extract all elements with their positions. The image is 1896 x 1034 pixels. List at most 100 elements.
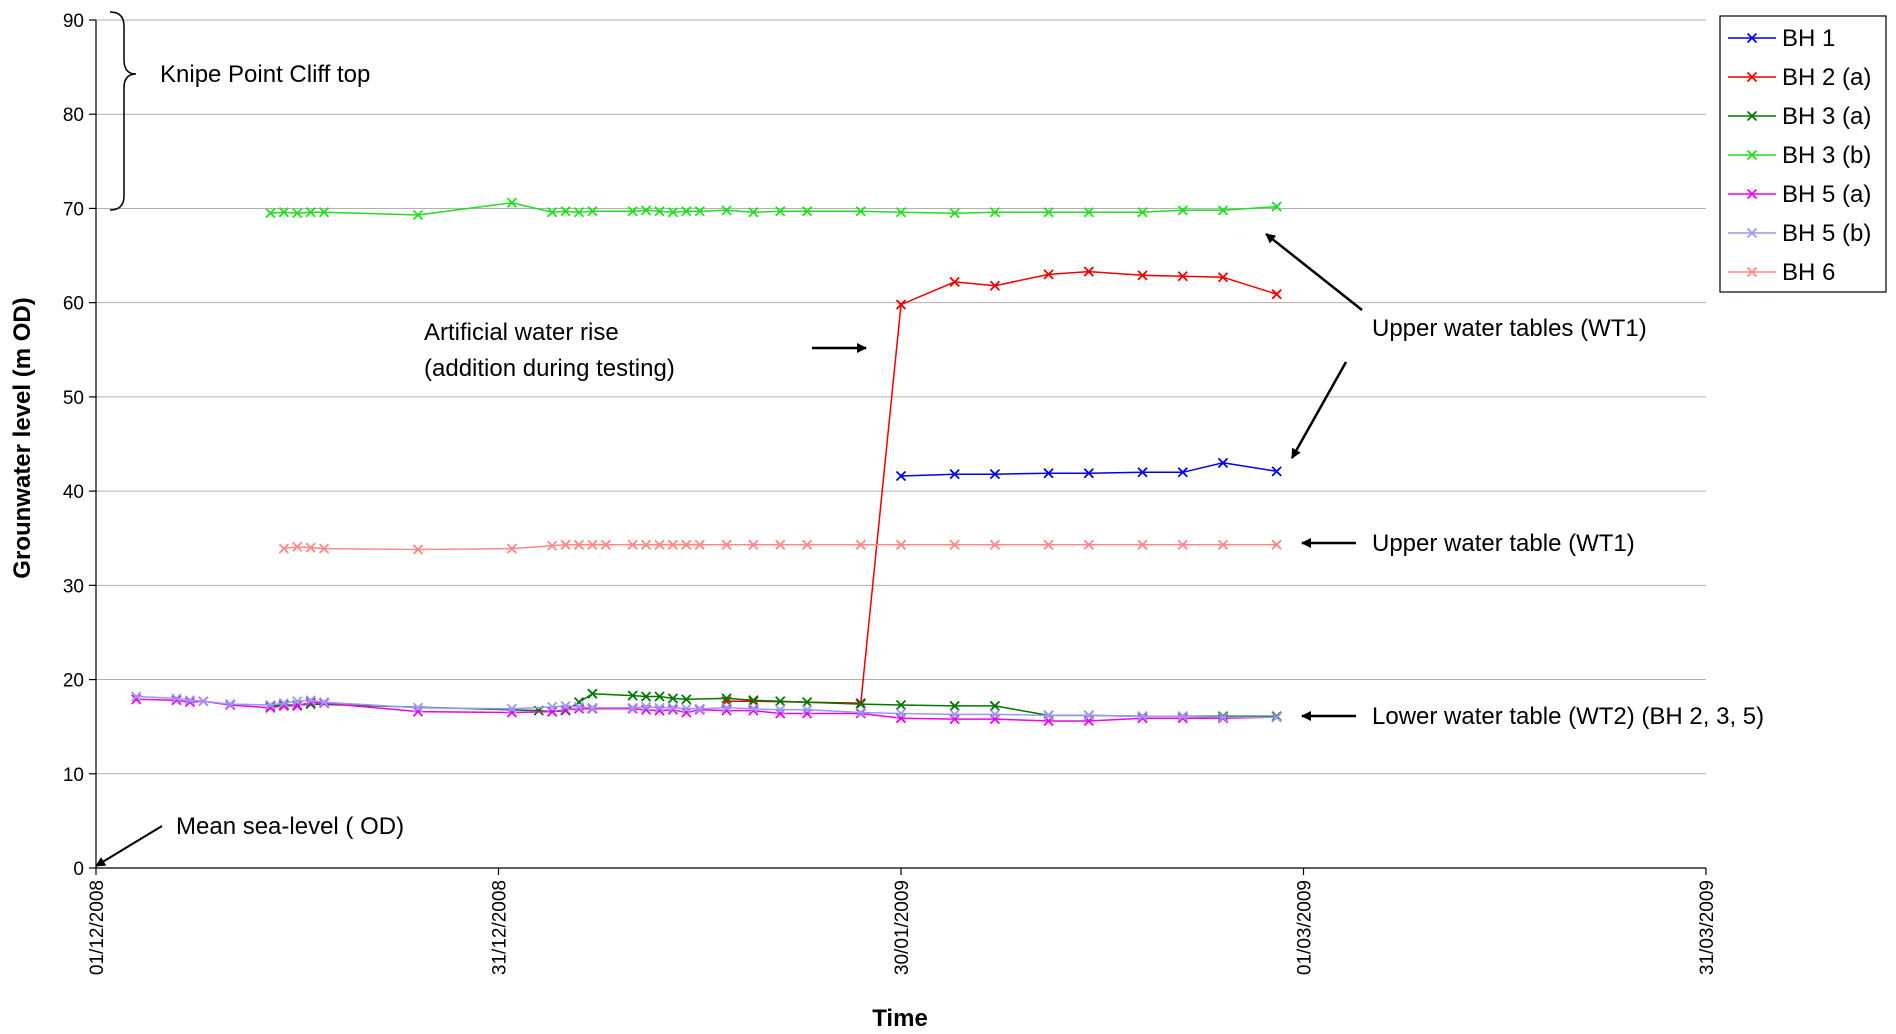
data-point-5-26 [855, 707, 866, 718]
data-point-0-3 [1043, 468, 1054, 479]
upper-tables-label: Upper water tables (WT1) [1372, 315, 1647, 342]
data-point-1-4 [949, 276, 960, 288]
data-point-3-15 [681, 206, 692, 217]
data-point-4-7 [292, 700, 303, 712]
data-point-5-16 [627, 702, 638, 713]
data-point-5-3 [198, 696, 209, 707]
data-point-2-17 [801, 697, 813, 708]
data-point-5-33 [1177, 711, 1188, 722]
data-point-5-4 [225, 698, 236, 710]
series-bh-1 [895, 457, 1282, 482]
data-point-6-16 [694, 539, 705, 550]
y-tick-label-5: 50 [63, 388, 84, 409]
upper-table-label: Upper water table (WT1) [1372, 530, 1635, 557]
legend-marker-4 [1746, 188, 1758, 200]
data-point-3-9 [573, 207, 585, 218]
data-point-1-8 [1137, 270, 1148, 281]
series-bh-3-b [265, 197, 1282, 221]
x-tick-label-3: 01/03/2009 [1295, 880, 1316, 975]
data-point-2-8 [587, 688, 598, 699]
data-point-3-2 [292, 208, 303, 219]
data-point-5-21 [694, 703, 705, 714]
data-point-5-31 [1083, 710, 1094, 721]
legend-marker-6 [1746, 266, 1758, 278]
x-tick-label-1: 31/12/2008 [490, 880, 511, 975]
upper-tables-arrow-2 [1290, 361, 1348, 459]
data-point-1-5 [989, 280, 1001, 291]
series-bh-5-b [131, 691, 1282, 723]
data-point-3-28 [1177, 205, 1188, 216]
data-point-0-5 [1137, 467, 1148, 478]
data-point-6-24 [989, 539, 1001, 550]
data-point-5-12 [547, 701, 558, 713]
y-tick-label-6: 60 [63, 294, 84, 315]
data-point-2-20 [949, 700, 960, 712]
data-point-6-9 [587, 539, 598, 550]
data-point-5-32 [1137, 711, 1148, 722]
data-point-4-24 [775, 708, 786, 719]
data-point-6-30 [1271, 539, 1282, 550]
data-point-3-0 [265, 208, 276, 219]
axes [89, 19, 1707, 875]
artificial-rise-label-line1: Artificial water rise [424, 319, 619, 346]
legend-label-2: BH 3 (a) [1782, 103, 1871, 130]
data-point-6-26 [1083, 539, 1094, 550]
y-tick-label-0: 0 [73, 859, 84, 880]
data-point-5-35 [1271, 712, 1282, 723]
legend-marker-3 [1746, 149, 1758, 161]
data-point-5-23 [748, 703, 759, 714]
legend: BH 1 BH 2 (a) BH 3 (a) BH 3 (b) BH 5 (a) BH 5… [1719, 15, 1887, 293]
series-line-5 [136, 695, 1277, 718]
data-point-1-7 [1083, 266, 1094, 277]
data-point-6-12 [640, 539, 652, 550]
data-point-3-3 [305, 207, 316, 218]
artificial-rise-label-line2: (addition during testing) [424, 355, 675, 382]
data-point-5-13 [560, 700, 571, 712]
data-point-3-27 [1137, 207, 1148, 218]
data-point-3-8 [560, 206, 571, 217]
legend-label-4: BH 5 (a) [1782, 181, 1871, 208]
y-axis-title: Grounwater level (m OD) [9, 297, 36, 578]
data-point-3-7 [547, 207, 558, 218]
y-tick-label-7: 70 [63, 199, 84, 220]
data-point-6-7 [560, 539, 571, 550]
data-point-6-15 [681, 539, 692, 550]
data-point-4-23 [748, 705, 759, 716]
upper-tables-arrow-1 [1265, 233, 1363, 311]
data-point-3-19 [775, 206, 786, 217]
data-point-5-7 [292, 696, 303, 707]
data-point-5-29 [989, 709, 1001, 720]
y-tick-label-4: 40 [63, 482, 84, 503]
data-point-5-28 [949, 709, 960, 720]
data-point-5-10 [412, 702, 424, 713]
sea-level-arrow [95, 825, 163, 867]
y-tick-label-1: 10 [63, 765, 84, 786]
data-point-2-12 [667, 693, 679, 704]
data-point-5-14 [573, 701, 585, 713]
data-point-5-5 [265, 699, 276, 711]
data-point-5-25 [801, 704, 813, 715]
x-tick-label-4: 31/03/2009 [1697, 880, 1718, 975]
data-point-6-23 [949, 539, 960, 550]
data-point-5-2 [184, 695, 196, 706]
data-point-6-29 [1217, 539, 1229, 550]
series-bh-2-a [721, 266, 1282, 709]
data-point-6-19 [775, 539, 786, 550]
data-point-5-0 [131, 691, 142, 702]
data-point-1-3 [895, 299, 907, 310]
lower-table-label: Lower water table (WT2) (BH 2, 3, 5) [1372, 703, 1764, 730]
legend-marker-0 [1746, 32, 1758, 44]
x-tick-label-2: 30/01/2009 [892, 880, 913, 975]
sea-level-label: Mean sea-level ( OD) [176, 813, 404, 840]
data-point-3-5 [412, 209, 424, 221]
data-point-6-2 [305, 542, 316, 553]
data-point-0-1 [949, 469, 960, 480]
data-point-5-9 [318, 697, 330, 708]
data-point-3-1 [278, 207, 289, 218]
data-point-5-11 [506, 703, 518, 714]
gridlines [96, 19, 1706, 775]
legend-marker-2 [1746, 110, 1758, 122]
data-point-3-22 [895, 207, 907, 218]
data-point-5-27 [895, 708, 907, 719]
